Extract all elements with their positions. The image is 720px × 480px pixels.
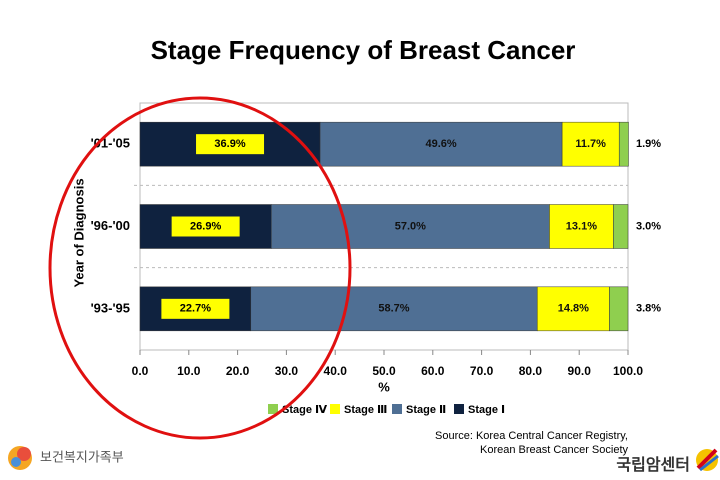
data-label: 3.0% xyxy=(636,220,661,232)
x-tick-label: 20.0 xyxy=(226,364,250,378)
data-label: 22.7% xyxy=(180,303,211,315)
legend-swatch xyxy=(330,404,340,414)
data-label: 14.8% xyxy=(558,303,589,315)
legend-swatch xyxy=(454,404,464,414)
x-tick-label: 60.0 xyxy=(421,364,445,378)
legend-swatch xyxy=(268,404,278,414)
logo-text: 보건복지가족부 xyxy=(40,449,124,464)
label-box xyxy=(196,134,265,155)
x-tick-label: 70.0 xyxy=(470,364,494,378)
legend-label: Stage Ⅰ xyxy=(468,404,505,416)
x-tick-label: 90.0 xyxy=(568,364,592,378)
legend-label: Stage Ⅲ xyxy=(344,404,387,416)
label-box xyxy=(171,216,240,237)
x-tick-label: 10.0 xyxy=(177,364,201,378)
x-tick-label: 50.0 xyxy=(372,364,396,378)
logo-right xyxy=(696,448,719,472)
y-tick-label: '93-'95 xyxy=(91,300,130,315)
logo-text: 국립암센터 xyxy=(616,455,690,474)
data-label: 49.6% xyxy=(425,138,456,150)
bar-segment xyxy=(271,204,550,249)
y-axis-label: Year of Diagnosis xyxy=(71,178,86,287)
x-axis-label: % xyxy=(378,379,390,394)
x-tick-label: 40.0 xyxy=(324,364,348,378)
data-label: 11.7% xyxy=(575,138,606,150)
data-label: 57.0% xyxy=(395,220,426,232)
data-label: 1.9% xyxy=(636,138,661,150)
chart-title: Stage Frequency of Breast Cancer xyxy=(151,35,576,65)
x-tick-label: 100.0 xyxy=(613,364,643,378)
bar-segment xyxy=(613,204,629,249)
bar-segment xyxy=(609,286,629,332)
legend-swatch xyxy=(392,404,402,414)
source-line: Source: Korea Central Cancer Registry, xyxy=(435,430,628,442)
data-label: 13.1% xyxy=(566,220,597,232)
x-tick-label: 30.0 xyxy=(275,364,299,378)
legend-label: Stage Ⅳ xyxy=(282,404,328,416)
bar-segment xyxy=(536,286,610,332)
label-box xyxy=(161,298,230,319)
x-tick-label: 80.0 xyxy=(519,364,543,378)
highlight-circle xyxy=(48,96,352,440)
bar-segment xyxy=(618,121,629,167)
y-tick-label: '96-'00 xyxy=(91,218,130,233)
data-label: 3.8% xyxy=(636,303,661,315)
bar-segment xyxy=(250,286,538,332)
data-label: 58.7% xyxy=(378,303,409,315)
data-label: 26.9% xyxy=(190,220,221,232)
bar-segment xyxy=(319,121,563,167)
bar-segment xyxy=(549,204,614,249)
logo-left xyxy=(8,446,32,470)
legend-label: Stage Ⅱ xyxy=(406,404,446,416)
data-label: 36.9% xyxy=(214,138,245,150)
x-tick-label: 0.0 xyxy=(132,364,149,378)
source-line: Korean Breast Cancer Society xyxy=(480,444,628,456)
